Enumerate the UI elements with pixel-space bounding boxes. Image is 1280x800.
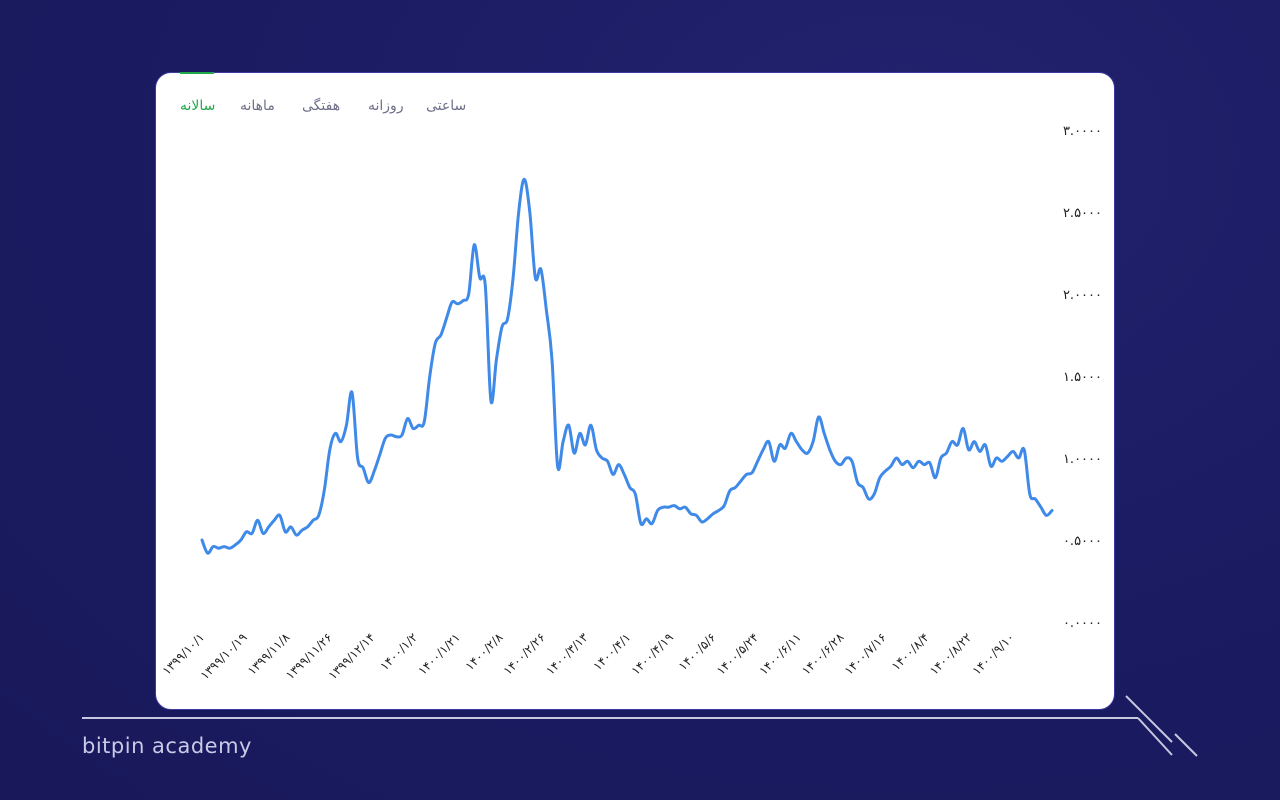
footer-slash-1 bbox=[1137, 717, 1173, 756]
tab-daily[interactable]: روزانه bbox=[368, 98, 404, 114]
y-tick-label: ۱.۰۰۰۰ bbox=[1063, 452, 1102, 467]
timeframe-tabs: سالانه ماهانه هفتگی روزانه ساعتی bbox=[0, 98, 1280, 126]
y-tick-label: ۰.۰۰۰۰ bbox=[1063, 616, 1102, 631]
tab-weekly[interactable]: هفتگی bbox=[302, 98, 341, 114]
y-tick-label: ۱.۵۰۰۰ bbox=[1063, 370, 1102, 385]
series-group bbox=[200, 177, 1054, 555]
tab-yearly[interactable]: سالانه bbox=[180, 98, 216, 114]
tab-hourly[interactable]: ساعتی bbox=[426, 98, 467, 114]
active-tab-indicator bbox=[180, 72, 214, 74]
y-axis: ۰.۰۰۰۰ ۰.۵۰۰۰ ۱.۰۰۰۰ ۱.۵۰۰۰ ۲.۰۰۰۰ ۲.۵۰۰۰ ۳.۰۰… bbox=[1063, 124, 1102, 631]
tab-monthly[interactable]: ماهانه bbox=[240, 98, 275, 114]
series-line bbox=[200, 177, 1054, 555]
y-tick-label: ۳.۰۰۰۰ bbox=[1063, 124, 1102, 139]
y-tick-label: ۲.۰۰۰۰ bbox=[1063, 288, 1102, 303]
y-tick-label: ۰.۵۰۰۰ bbox=[1063, 534, 1102, 549]
y-tick-label: ۲.۵۰۰۰ bbox=[1063, 206, 1102, 221]
footer-slash-2 bbox=[1125, 695, 1173, 743]
chart-card bbox=[155, 72, 1115, 710]
brand-name: bitpin academy bbox=[82, 734, 252, 758]
footer-slash-3 bbox=[1174, 733, 1198, 757]
